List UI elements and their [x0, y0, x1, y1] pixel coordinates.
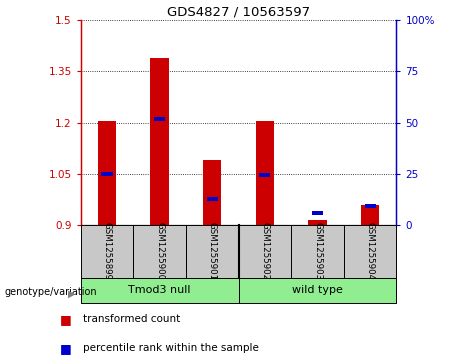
Text: ▶: ▶ — [68, 288, 75, 298]
Bar — [312, 211, 323, 215]
Bar — [308, 220, 327, 225]
Bar — [207, 197, 218, 201]
Text: ■: ■ — [60, 313, 71, 326]
Text: GSM1255900: GSM1255900 — [155, 222, 164, 281]
Text: GSM1255899: GSM1255899 — [102, 223, 112, 280]
Bar — [186, 225, 239, 278]
Bar — [81, 225, 133, 278]
Text: GSM1255902: GSM1255902 — [260, 222, 269, 281]
Text: GSM1255901: GSM1255901 — [208, 222, 217, 281]
Text: genotype/variation: genotype/variation — [5, 287, 97, 297]
Text: Tmod3 null: Tmod3 null — [128, 285, 191, 295]
Text: transformed count: transformed count — [83, 314, 180, 325]
Bar — [150, 58, 169, 225]
Bar — [361, 204, 379, 225]
Title: GDS4827 / 10563597: GDS4827 / 10563597 — [167, 6, 310, 19]
Bar — [365, 204, 376, 208]
Bar — [260, 173, 271, 177]
Bar — [239, 278, 396, 303]
Bar — [256, 121, 274, 225]
Text: GSM1255904: GSM1255904 — [366, 222, 375, 281]
Bar — [203, 160, 221, 225]
Bar — [98, 121, 116, 225]
Bar — [239, 225, 291, 278]
Text: GSM1255903: GSM1255903 — [313, 222, 322, 281]
Bar — [133, 225, 186, 278]
Text: ■: ■ — [60, 342, 71, 355]
Bar — [291, 225, 344, 278]
Text: wild type: wild type — [292, 285, 343, 295]
Text: percentile rank within the sample: percentile rank within the sample — [83, 343, 259, 354]
Bar — [101, 172, 112, 176]
Bar — [344, 225, 396, 278]
Bar — [154, 117, 165, 121]
Bar — [81, 278, 239, 303]
